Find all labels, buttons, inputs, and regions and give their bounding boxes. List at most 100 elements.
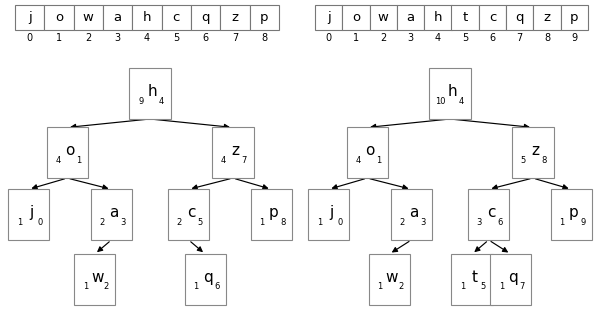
Text: 3: 3 xyxy=(407,33,413,43)
Text: 0: 0 xyxy=(337,218,343,227)
Text: o: o xyxy=(365,143,374,158)
Bar xyxy=(103,5,133,30)
Text: 4: 4 xyxy=(221,156,226,165)
Text: w: w xyxy=(91,270,104,285)
Bar xyxy=(342,5,370,30)
Bar xyxy=(44,5,74,30)
Text: 10: 10 xyxy=(436,97,446,106)
Bar xyxy=(47,127,88,178)
Text: 2: 2 xyxy=(104,282,109,292)
Bar xyxy=(91,189,132,240)
Text: o: o xyxy=(55,11,63,24)
Text: 1: 1 xyxy=(377,282,383,292)
Text: 2: 2 xyxy=(85,33,91,43)
Text: 1: 1 xyxy=(460,282,466,292)
Text: 4: 4 xyxy=(55,156,61,165)
Bar xyxy=(391,189,432,240)
Text: h: h xyxy=(148,84,157,99)
Bar xyxy=(74,254,115,305)
Text: q: q xyxy=(515,11,524,24)
Text: q: q xyxy=(202,11,210,24)
Text: 5: 5 xyxy=(521,156,526,165)
Text: w: w xyxy=(378,11,389,24)
Bar xyxy=(212,127,254,178)
Bar xyxy=(479,5,506,30)
Bar xyxy=(133,5,161,30)
Text: c: c xyxy=(173,11,180,24)
Bar xyxy=(533,5,560,30)
Text: 9: 9 xyxy=(571,33,577,43)
Bar xyxy=(451,254,493,305)
Bar xyxy=(347,127,388,178)
Text: 3: 3 xyxy=(420,218,425,227)
Text: 4: 4 xyxy=(459,97,464,106)
Text: j: j xyxy=(29,205,33,220)
Text: 1: 1 xyxy=(499,282,504,292)
Text: 4: 4 xyxy=(355,156,361,165)
Bar xyxy=(168,189,209,240)
Text: 8: 8 xyxy=(544,33,550,43)
Text: p: p xyxy=(260,11,269,24)
Text: 1: 1 xyxy=(83,282,88,292)
Text: 4: 4 xyxy=(435,33,441,43)
Text: h: h xyxy=(448,84,457,99)
Text: a: a xyxy=(109,205,119,220)
Bar xyxy=(308,189,349,240)
Bar xyxy=(251,189,292,240)
Text: z: z xyxy=(232,11,239,24)
Text: h: h xyxy=(143,11,151,24)
Text: 5: 5 xyxy=(173,33,179,43)
Bar xyxy=(551,189,592,240)
Text: w: w xyxy=(386,270,398,285)
Text: 9: 9 xyxy=(580,218,586,227)
Text: 0: 0 xyxy=(26,33,33,43)
Text: a: a xyxy=(113,11,122,24)
Text: j: j xyxy=(329,205,333,220)
Bar xyxy=(424,5,452,30)
Text: 2: 2 xyxy=(400,218,404,227)
Bar xyxy=(561,5,588,30)
Bar xyxy=(161,5,191,30)
Text: 6: 6 xyxy=(214,282,219,292)
Bar xyxy=(250,5,279,30)
Text: 2: 2 xyxy=(380,33,386,43)
Text: 0: 0 xyxy=(326,33,332,43)
Bar xyxy=(397,5,424,30)
Bar xyxy=(8,189,49,240)
Text: j: j xyxy=(28,11,32,24)
Text: 1: 1 xyxy=(260,218,265,227)
Text: 0: 0 xyxy=(37,218,43,227)
Text: 5: 5 xyxy=(462,33,468,43)
Text: z: z xyxy=(544,11,551,24)
Bar xyxy=(430,69,471,119)
Text: 7: 7 xyxy=(232,33,238,43)
Text: c: c xyxy=(489,11,496,24)
Bar xyxy=(315,5,342,30)
Text: 6: 6 xyxy=(203,33,209,43)
Bar xyxy=(74,5,103,30)
Text: 7: 7 xyxy=(241,156,247,165)
Bar xyxy=(191,5,220,30)
Text: 9: 9 xyxy=(138,97,143,106)
Text: j: j xyxy=(327,11,331,24)
Text: 5: 5 xyxy=(481,282,486,292)
Text: t: t xyxy=(472,270,478,285)
Text: 3: 3 xyxy=(115,33,121,43)
Text: 5: 5 xyxy=(197,218,203,227)
Text: 2: 2 xyxy=(100,218,104,227)
Text: c: c xyxy=(487,205,496,220)
Text: 1: 1 xyxy=(76,156,81,165)
Bar xyxy=(468,189,509,240)
Text: q: q xyxy=(508,270,518,285)
Bar xyxy=(130,69,170,119)
Text: w: w xyxy=(83,11,94,24)
Text: 1: 1 xyxy=(376,156,381,165)
Text: 4: 4 xyxy=(144,33,150,43)
Text: p: p xyxy=(570,11,578,24)
Text: 7: 7 xyxy=(520,282,525,292)
Text: p: p xyxy=(269,205,279,220)
Text: o: o xyxy=(352,11,360,24)
Text: t: t xyxy=(463,11,468,24)
Bar xyxy=(506,5,533,30)
Text: 6: 6 xyxy=(497,218,503,227)
